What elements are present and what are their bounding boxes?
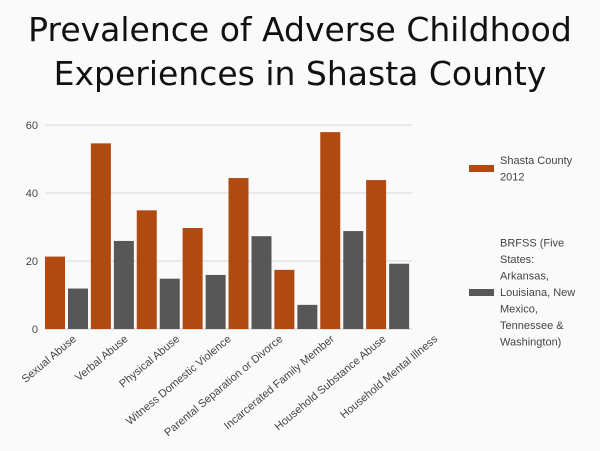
legend-label: States:	[500, 254, 534, 266]
bar-brfss	[113, 240, 134, 329]
x-tick-label: Household Mental Illness	[338, 333, 440, 422]
chart-title-line: Prevalence of Adverse Childhood	[28, 10, 572, 49]
bar-shasta	[182, 228, 203, 329]
legend-label: Arkansas,	[500, 271, 549, 283]
legend-swatch	[469, 289, 494, 296]
bar-shasta	[136, 210, 157, 329]
bar-shasta	[320, 132, 341, 329]
bar-brfss	[297, 304, 318, 329]
bar-brfss	[205, 274, 226, 329]
bar-shasta	[90, 143, 111, 329]
y-tick-label: 40	[26, 188, 38, 200]
legend-label: BRFSS (Five	[500, 238, 564, 250]
y-tick-label: 0	[32, 324, 38, 336]
bar-brfss	[68, 288, 88, 329]
chart-title-line: Experiences in Shasta County	[53, 54, 547, 93]
legend-label: Louisiana, New	[500, 287, 575, 299]
bar-brfss	[343, 231, 364, 329]
x-tick-label: Sexual Abuse	[20, 333, 79, 385]
legend-swatch	[469, 165, 494, 172]
legend-label: 2012	[500, 171, 524, 183]
legend-label: Mexico,	[500, 304, 538, 316]
y-tick-label: 60	[26, 120, 38, 132]
y-tick-label: 20	[26, 256, 38, 268]
bar-shasta	[228, 178, 249, 329]
bar-brfss	[389, 263, 410, 329]
x-tick-label: Household Substance Abuse	[273, 333, 389, 433]
bar-brfss	[159, 278, 180, 329]
bar-shasta	[366, 180, 387, 329]
bar-brfss	[251, 236, 272, 329]
bar-shasta	[45, 256, 65, 329]
x-tick-label: Witness Domestic Violence	[124, 333, 234, 428]
legend-label: Tennessee &	[500, 320, 564, 332]
legend-label: Shasta County	[500, 155, 573, 167]
chart-title: Prevalence of Adverse Childhood Experien…	[0, 8, 600, 96]
legend-label: Washington)	[500, 337, 561, 349]
bar-shasta	[274, 269, 295, 329]
